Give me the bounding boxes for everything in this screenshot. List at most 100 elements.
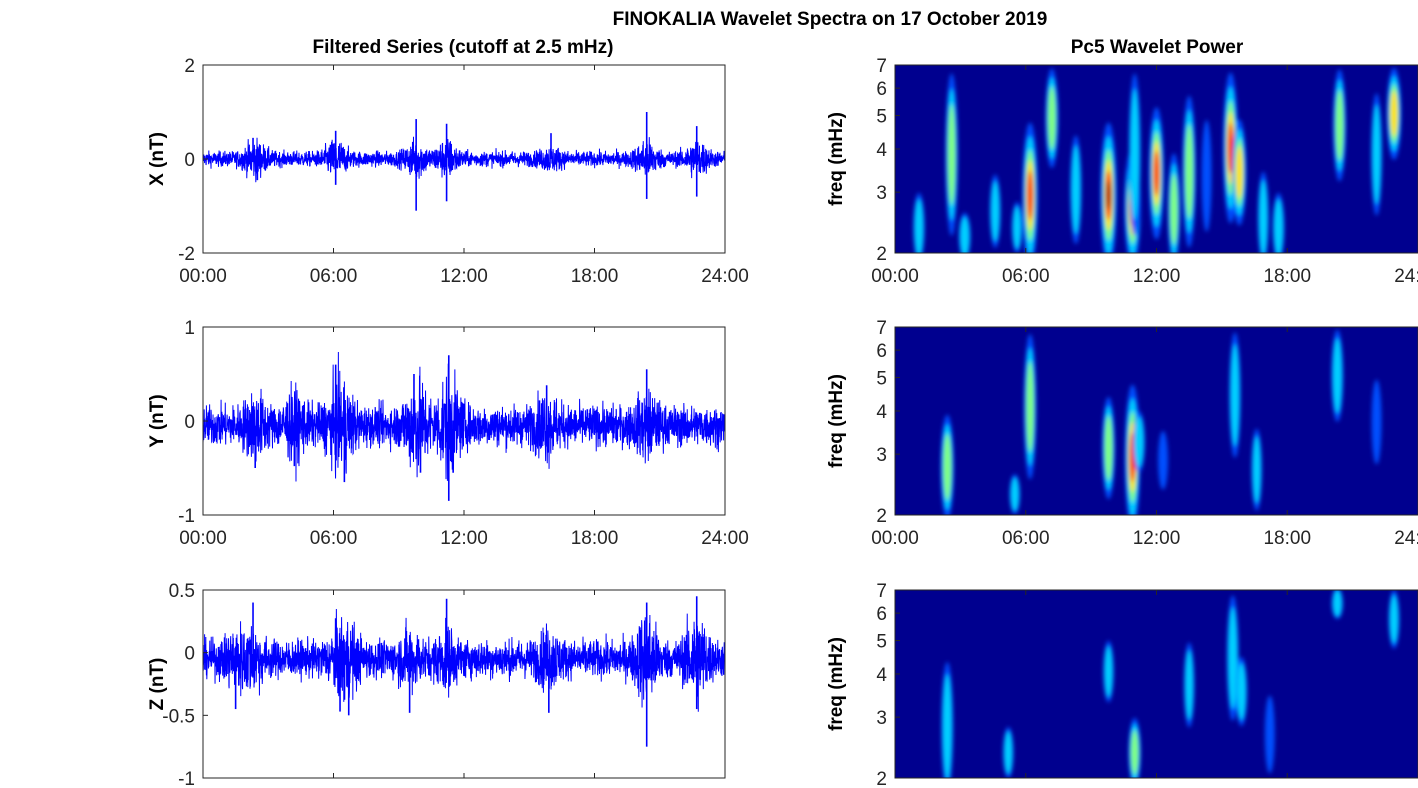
y-tick-label: 0	[184, 150, 195, 171]
wavelet-power-burst	[1372, 104, 1381, 205]
x-tick-label: 18:00	[1263, 528, 1311, 549]
y-tick-label: 3	[876, 445, 887, 466]
y-tick-label: 3	[876, 183, 887, 204]
x-tick-label: 06:00	[310, 266, 358, 287]
y-tick-label: 6	[876, 79, 887, 100]
wavelet-power-burst	[1230, 344, 1240, 447]
wavelet-background	[895, 590, 1418, 778]
x-tick-label: 12:00	[440, 266, 488, 287]
wavelet-power-burst	[1104, 646, 1113, 697]
y-axis-label: freq (mHz)	[826, 112, 847, 206]
wavelet-power-burst	[1332, 590, 1342, 617]
wavelet-power-burst	[1201, 119, 1212, 232]
wavelet-power-burst	[1335, 90, 1344, 161]
y-tick-label: 2	[876, 506, 887, 527]
y-axis-label: freq (mHz)	[826, 374, 847, 468]
x-tick-label: 24:00	[701, 266, 749, 287]
wavelet-power-burst	[991, 181, 1000, 242]
y-axis-label: Z (nT)	[147, 658, 168, 711]
wavelet-power-burst	[1071, 145, 1081, 235]
wavelet-power-burst	[1134, 416, 1144, 468]
wavelet-power-burst	[1259, 180, 1268, 253]
wavelet-x-axes: 76 5 4 3 200:00 06:00 12:00 18:00 24:00 freq (mHz…	[826, 56, 1418, 287]
y-tick-label: 4	[876, 140, 887, 161]
wavelet-power-burst	[1371, 379, 1382, 465]
wavelet-power-burst	[1389, 595, 1399, 644]
x-tick-label: 12:00	[1133, 266, 1181, 287]
y-tick-label: 6	[876, 604, 887, 625]
wavelet-power-burst	[1153, 150, 1160, 197]
wavelet-power-burst	[1185, 650, 1194, 720]
filtered-x-axes: 2 0 -200:00 06:00 12:00 18:00 24:00 X (nT)	[147, 56, 749, 287]
wavelet-power-burst	[1332, 338, 1342, 414]
y-tick-label: 4	[876, 402, 887, 423]
y-tick-label: -1	[178, 769, 195, 788]
y-tick-label: 4	[876, 665, 887, 686]
left-column-title: Filtered Series (cutoff at 2.5 mHz)	[313, 37, 614, 58]
x-tick-label: 18:00	[571, 266, 619, 287]
y-tick-label: 2	[876, 244, 887, 265]
wavelet-power-burst	[1106, 180, 1111, 210]
y-tick-label: -1	[178, 506, 195, 527]
y-tick-label: 5	[876, 368, 887, 389]
x-tick-label: 06:00	[1002, 528, 1050, 549]
x-tick-label: 00:00	[179, 266, 227, 287]
x-tick-label: 00:00	[179, 528, 227, 549]
y-tick-label: 2	[184, 56, 195, 77]
y-tick-label: 5	[876, 106, 887, 127]
y-tick-label: -2	[178, 244, 195, 265]
wavelet-power-burst	[942, 674, 952, 778]
x-tick-label: 12:00	[440, 528, 488, 549]
y-tick-label: 7	[876, 581, 887, 602]
wavelet-power-burst	[1010, 477, 1019, 512]
wavelet-power-burst	[1228, 607, 1238, 710]
y-axis-label: freq (mHz)	[826, 637, 847, 731]
filtered-z-axes: 0.5 0 -0.5 -1 Z (nT)	[147, 581, 726, 788]
wavelet-power-burst	[1047, 86, 1056, 150]
y-tick-label: 1	[184, 318, 195, 339]
wavelet-power-burst	[1237, 663, 1246, 720]
right-column-title: Pc5 Wavelet Power	[1071, 37, 1244, 58]
wavelet-power-burst	[1390, 90, 1398, 137]
wavelet-power-burst	[1158, 431, 1168, 490]
y-tick-label: 7	[876, 318, 887, 339]
wavelet-power-burst	[1013, 206, 1022, 249]
filtered-series-line	[203, 351, 725, 482]
x-tick-label: 18:00	[571, 528, 619, 549]
wavelet-power-burst	[1273, 199, 1284, 253]
filtered-y-axes: 1 0 -100:00 06:00 12:00 18:00 24:00 Y (nT)	[147, 318, 749, 549]
x-tick-label: 06:00	[310, 528, 358, 549]
wavelet-power-burst	[1227, 122, 1234, 174]
wavelet-power-burst	[914, 199, 924, 253]
x-tick-label: 00:00	[871, 528, 919, 549]
x-tick-label: 12:00	[1133, 528, 1181, 549]
y-axis-label: X (nT)	[147, 132, 168, 186]
wavelet-power-burst	[1130, 88, 1140, 221]
wavelet-power-burst	[960, 216, 970, 253]
wavelet-power-burst	[1004, 731, 1013, 774]
wavelet-y-axes: 76 5 4 3 200:00 06:00 12:00 18:00 24:00 freq (mHz…	[826, 318, 1418, 549]
y-tick-label: -0.5	[162, 706, 195, 727]
x-tick-label: 06:00	[1002, 266, 1050, 287]
y-tick-label: 6	[876, 341, 887, 362]
wavelet-z-axes: 76 5 4 3 2 freq (mHz)	[826, 581, 1418, 788]
y-tick-label: 0.5	[169, 581, 195, 602]
y-axis-label: Y (nT)	[147, 394, 168, 447]
wavelet-power-burst	[943, 434, 952, 501]
figure-title: FINOKALIA Wavelet Spectra on 17 October …	[613, 9, 1048, 30]
wavelet-power-burst	[1235, 146, 1243, 199]
wavelet-power-burst	[1130, 730, 1139, 775]
y-tick-label: 2	[876, 769, 887, 788]
wavelet-power-burst	[947, 104, 956, 205]
x-tick-label: 24:00	[701, 528, 749, 549]
y-tick-label: 3	[876, 708, 887, 729]
wavelet-power-burst	[1027, 170, 1034, 220]
x-tick-label: 18:00	[1263, 266, 1311, 287]
wavelet-power-burst	[1252, 436, 1261, 504]
y-tick-label: 5	[876, 631, 887, 652]
wavelet-power-burst	[1104, 415, 1113, 481]
wavelet-power-burst	[1264, 695, 1275, 774]
x-tick-label: 24:00	[1394, 528, 1418, 549]
wavelet-power-burst	[1026, 361, 1034, 453]
